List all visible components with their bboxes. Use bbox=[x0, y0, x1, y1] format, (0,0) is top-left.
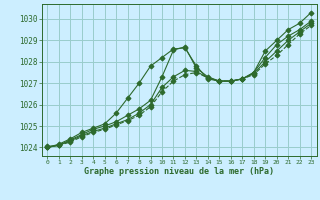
X-axis label: Graphe pression niveau de la mer (hPa): Graphe pression niveau de la mer (hPa) bbox=[84, 167, 274, 176]
